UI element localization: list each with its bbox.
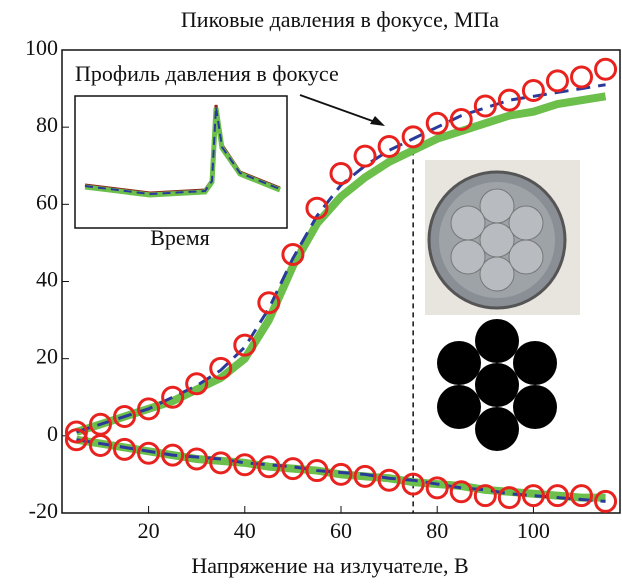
marker [281,457,305,481]
marker [401,472,425,496]
marker [570,484,594,508]
x-tick-label: 100 [517,518,550,543]
inset: Время [74,95,288,250]
marker [113,437,137,461]
marker [425,111,449,135]
x-axis-label: Напряжение на излучателе, В [191,553,468,578]
marker [161,443,185,467]
x-tick-label: 80 [426,518,448,543]
marker [377,134,401,158]
arrow [299,94,379,124]
marker [329,161,353,185]
marker [353,144,377,168]
marker [449,480,473,504]
marker [329,462,353,486]
marker [401,125,425,149]
marker [137,397,161,421]
arrow-head [370,116,385,126]
y-tick-label: 40 [36,267,58,292]
marker [594,57,618,81]
marker [281,242,305,266]
plot-area: -20 0 20 40 60 80 100 20 40 60 80 100 [25,35,621,543]
marker [88,433,112,457]
marker [497,486,521,510]
marker [473,484,497,508]
marker [113,405,137,429]
x-tick-label: 60 [330,518,352,543]
marker [449,107,473,131]
marker [185,447,209,471]
inset-frame [74,95,288,229]
annotation: Профиль давления в фокусе [75,61,339,86]
marker [64,420,88,444]
marker [209,451,233,475]
marker [521,484,545,508]
marker [305,459,329,483]
y-tick-label: -20 [29,498,58,523]
marker [257,455,281,479]
marker [185,372,209,396]
marker [64,428,88,452]
marker [473,94,497,118]
y-tick-label: 20 [36,344,58,369]
marker [521,79,545,103]
marker [233,333,257,357]
marker [497,88,521,112]
marker [425,476,449,500]
marker [137,441,161,465]
y-tick-label: 100 [25,35,58,60]
y-tick-label: 80 [36,112,58,137]
inset-wave [84,106,281,196]
marker [233,453,257,477]
element-layout [437,319,557,451]
marker [257,291,281,315]
y-tick-label: 0 [47,421,58,446]
marker [594,489,618,513]
marker [377,468,401,492]
marker [161,385,185,409]
marker [545,484,569,508]
marker [209,356,233,380]
y-tick-label: 60 [36,189,58,214]
x-tick-label: 20 [138,518,160,543]
marker [545,69,569,93]
inset-label: Время [150,225,209,250]
photo [425,160,580,315]
x-tick-label: 40 [234,518,256,543]
marker [305,196,329,220]
chart-title: Пиковые давления в фокусе, МПа [181,7,499,32]
marker [353,464,377,488]
marker [570,65,594,89]
